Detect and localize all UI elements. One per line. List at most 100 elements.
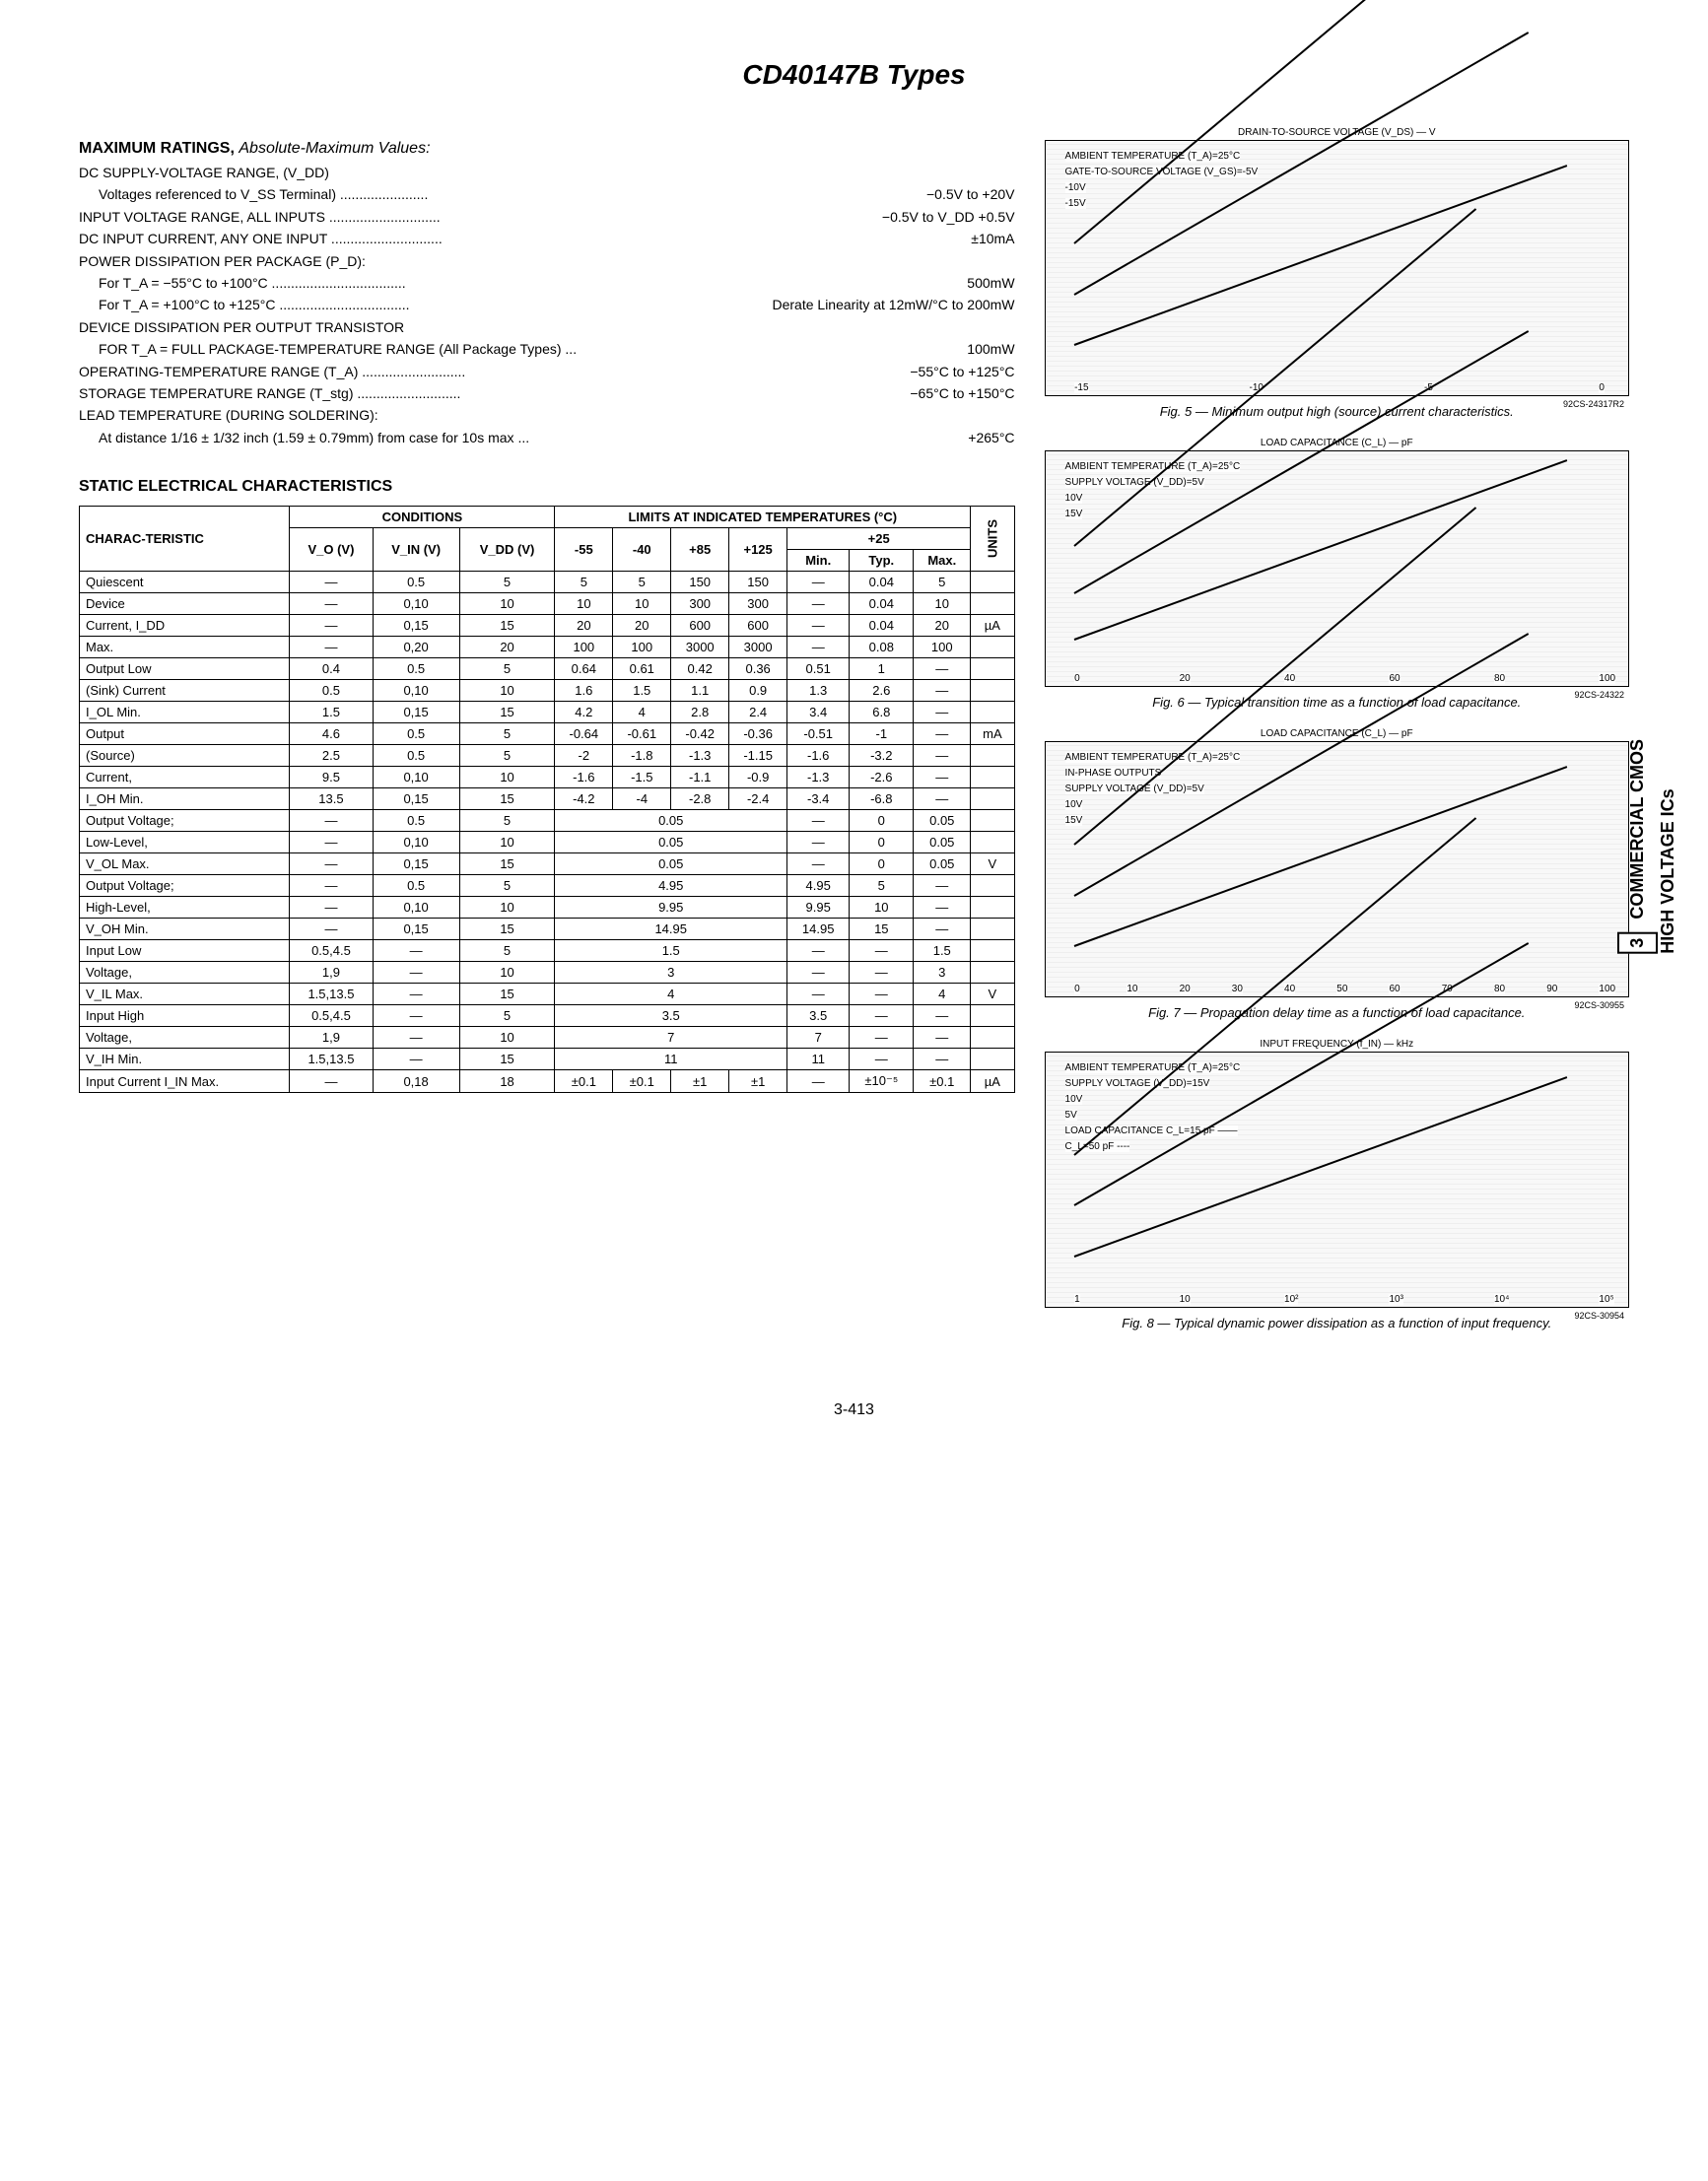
cell: -6.8 — [850, 788, 914, 810]
cell: 0.05 — [555, 810, 787, 832]
rating-line: OPERATING-TEMPERATURE RANGE (T_A) ......… — [79, 361, 1015, 382]
unit-cell — [971, 962, 1014, 984]
row-label: Current, — [80, 767, 290, 788]
cell: 15 — [459, 919, 555, 940]
xtick: 40 — [1284, 673, 1295, 684]
table-row: V_IH Min.1.5,13.5—151111—— — [80, 1049, 1015, 1070]
chart-ref: 92CS-24317R2 — [1563, 399, 1624, 409]
unit-cell — [971, 702, 1014, 723]
elec-table-title: STATIC ELECTRICAL CHARACTERISTICS — [79, 478, 1015, 496]
cell: 4.6 — [290, 723, 373, 745]
row-label: (Sink) Current — [80, 680, 290, 702]
cell: -3.4 — [787, 788, 850, 810]
unit-cell — [971, 897, 1014, 919]
cell: — — [373, 1027, 459, 1049]
fig5-container: DRAIN-TO-SOURCE VOLTAGE (V_DS) — VAMBIEN… — [1045, 140, 1629, 421]
table-row: I_OL Min.1.50,15154.242.82.43.46.8— — [80, 702, 1015, 723]
cell: — — [850, 1005, 914, 1027]
tab-line2: HIGH VOLTAGE ICs — [1658, 788, 1677, 953]
cell: 0.05 — [555, 853, 787, 875]
chart-annotation: 15V — [1065, 509, 1083, 519]
rating-line: INPUT VOLTAGE RANGE, ALL INPUTS ........… — [79, 206, 1015, 228]
left-column: MAXIMUM RATINGS, Absolute-Maximum Values… — [79, 140, 1015, 1362]
cell: 10 — [613, 593, 671, 615]
cell: — — [787, 572, 850, 593]
cell: 5 — [459, 658, 555, 680]
cell: 1.5 — [914, 940, 971, 962]
row-label: Low-Level, — [80, 832, 290, 853]
row-label: High-Level, — [80, 897, 290, 919]
fig5-caption: Fig. 5 — Minimum output high (source) cu… — [1045, 404, 1629, 421]
cell: 0.05 — [914, 810, 971, 832]
cell: 0.5,4.5 — [290, 1005, 373, 1027]
cell: 20 — [459, 637, 555, 658]
electrical-characteristics-table: CHARAC-TERISTIC CONDITIONS LIMITS AT IND… — [79, 506, 1015, 1093]
row-label: Voltage, — [80, 1027, 290, 1049]
xtick: 80 — [1494, 984, 1505, 994]
fig8-caption: Fig. 8 — Typical dynamic power dissipati… — [1045, 1316, 1629, 1332]
cell: 0,15 — [373, 615, 459, 637]
fig8-chart: INPUT FREQUENCY (f_IN) — kHzAMBIENT TEMP… — [1045, 1052, 1629, 1308]
ratings-header-bold: MAXIMUM RATINGS, — [79, 140, 235, 157]
row-label: Device — [80, 593, 290, 615]
cell: 0,15 — [373, 853, 459, 875]
table-row: Input Current I_IN Max.—0,1818±0.1±0.1±1… — [80, 1070, 1015, 1093]
cell: 1.5,13.5 — [290, 1049, 373, 1070]
cell: — — [373, 1005, 459, 1027]
cell: 2.4 — [729, 702, 787, 723]
rating-line: For T_A = +100°C to +125°C .............… — [79, 294, 1015, 315]
cell: 0.5,4.5 — [290, 940, 373, 962]
cell: — — [914, 1049, 971, 1070]
cell: 0.42 — [671, 658, 729, 680]
cell: 2.5 — [290, 745, 373, 767]
cell: 0,18 — [373, 1070, 459, 1093]
unit-cell — [971, 1049, 1014, 1070]
xtick: 10 — [1180, 1294, 1191, 1305]
cell: 1.6 — [555, 680, 613, 702]
cell: -1.1 — [671, 767, 729, 788]
table-row: Output Low0.40.550.640.610.420.360.511— — [80, 658, 1015, 680]
rating-line: STORAGE TEMPERATURE RANGE (T_stg) ......… — [79, 382, 1015, 404]
ratings-header-italic: Absolute-Maximum Values: — [239, 140, 430, 157]
cell: -0.42 — [671, 723, 729, 745]
unit-cell: V — [971, 853, 1014, 875]
fig6-chart: LOAD CAPACITANCE (C_L) — pFAMBIENT TEMPE… — [1045, 450, 1629, 687]
cell: 0.5 — [290, 680, 373, 702]
xtick: 20 — [1180, 673, 1191, 684]
unit-cell — [971, 658, 1014, 680]
th-min: Min. — [787, 550, 850, 572]
cell: 14.95 — [555, 919, 787, 940]
table-row: High-Level,—0,10109.959.9510— — [80, 897, 1015, 919]
cell: 1,9 — [290, 1027, 373, 1049]
row-label: V_IL Max. — [80, 984, 290, 1005]
cell: 5 — [555, 572, 613, 593]
cell: 0.36 — [729, 658, 787, 680]
rating-line: DC SUPPLY-VOLTAGE RANGE, (V_DD) — [79, 162, 1015, 183]
cell: 1.5 — [290, 702, 373, 723]
cell: 15 — [850, 919, 914, 940]
row-label: Voltage, — [80, 962, 290, 984]
rating-line: LEAD TEMPERATURE (DURING SOLDERING): — [79, 404, 1015, 426]
cell: — — [290, 637, 373, 658]
row-label: Output Voltage; — [80, 810, 290, 832]
cell: — — [787, 962, 850, 984]
cell: — — [787, 615, 850, 637]
cell: — — [914, 702, 971, 723]
cell: 0.5 — [373, 745, 459, 767]
th-t4: +125 — [729, 528, 787, 572]
unit-cell — [971, 919, 1014, 940]
cell: 10 — [459, 593, 555, 615]
rating-line: For T_A = −55°C to +100°C ..............… — [79, 272, 1015, 294]
th-max: Max. — [914, 550, 971, 572]
xtick: 0 — [1599, 382, 1605, 393]
cell: 3.4 — [787, 702, 850, 723]
max-ratings-section: MAXIMUM RATINGS, Absolute-Maximum Values… — [79, 140, 1015, 448]
cell: 0,15 — [373, 919, 459, 940]
unit-cell: mA — [971, 723, 1014, 745]
chart-xlabel: LOAD CAPACITANCE (C_L) — pF — [1261, 728, 1413, 739]
cell: 5 — [914, 572, 971, 593]
unit-cell: µA — [971, 615, 1014, 637]
xtick: 20 — [1180, 984, 1191, 994]
unit-cell: µA — [971, 1070, 1014, 1093]
xtick: 80 — [1494, 673, 1505, 684]
